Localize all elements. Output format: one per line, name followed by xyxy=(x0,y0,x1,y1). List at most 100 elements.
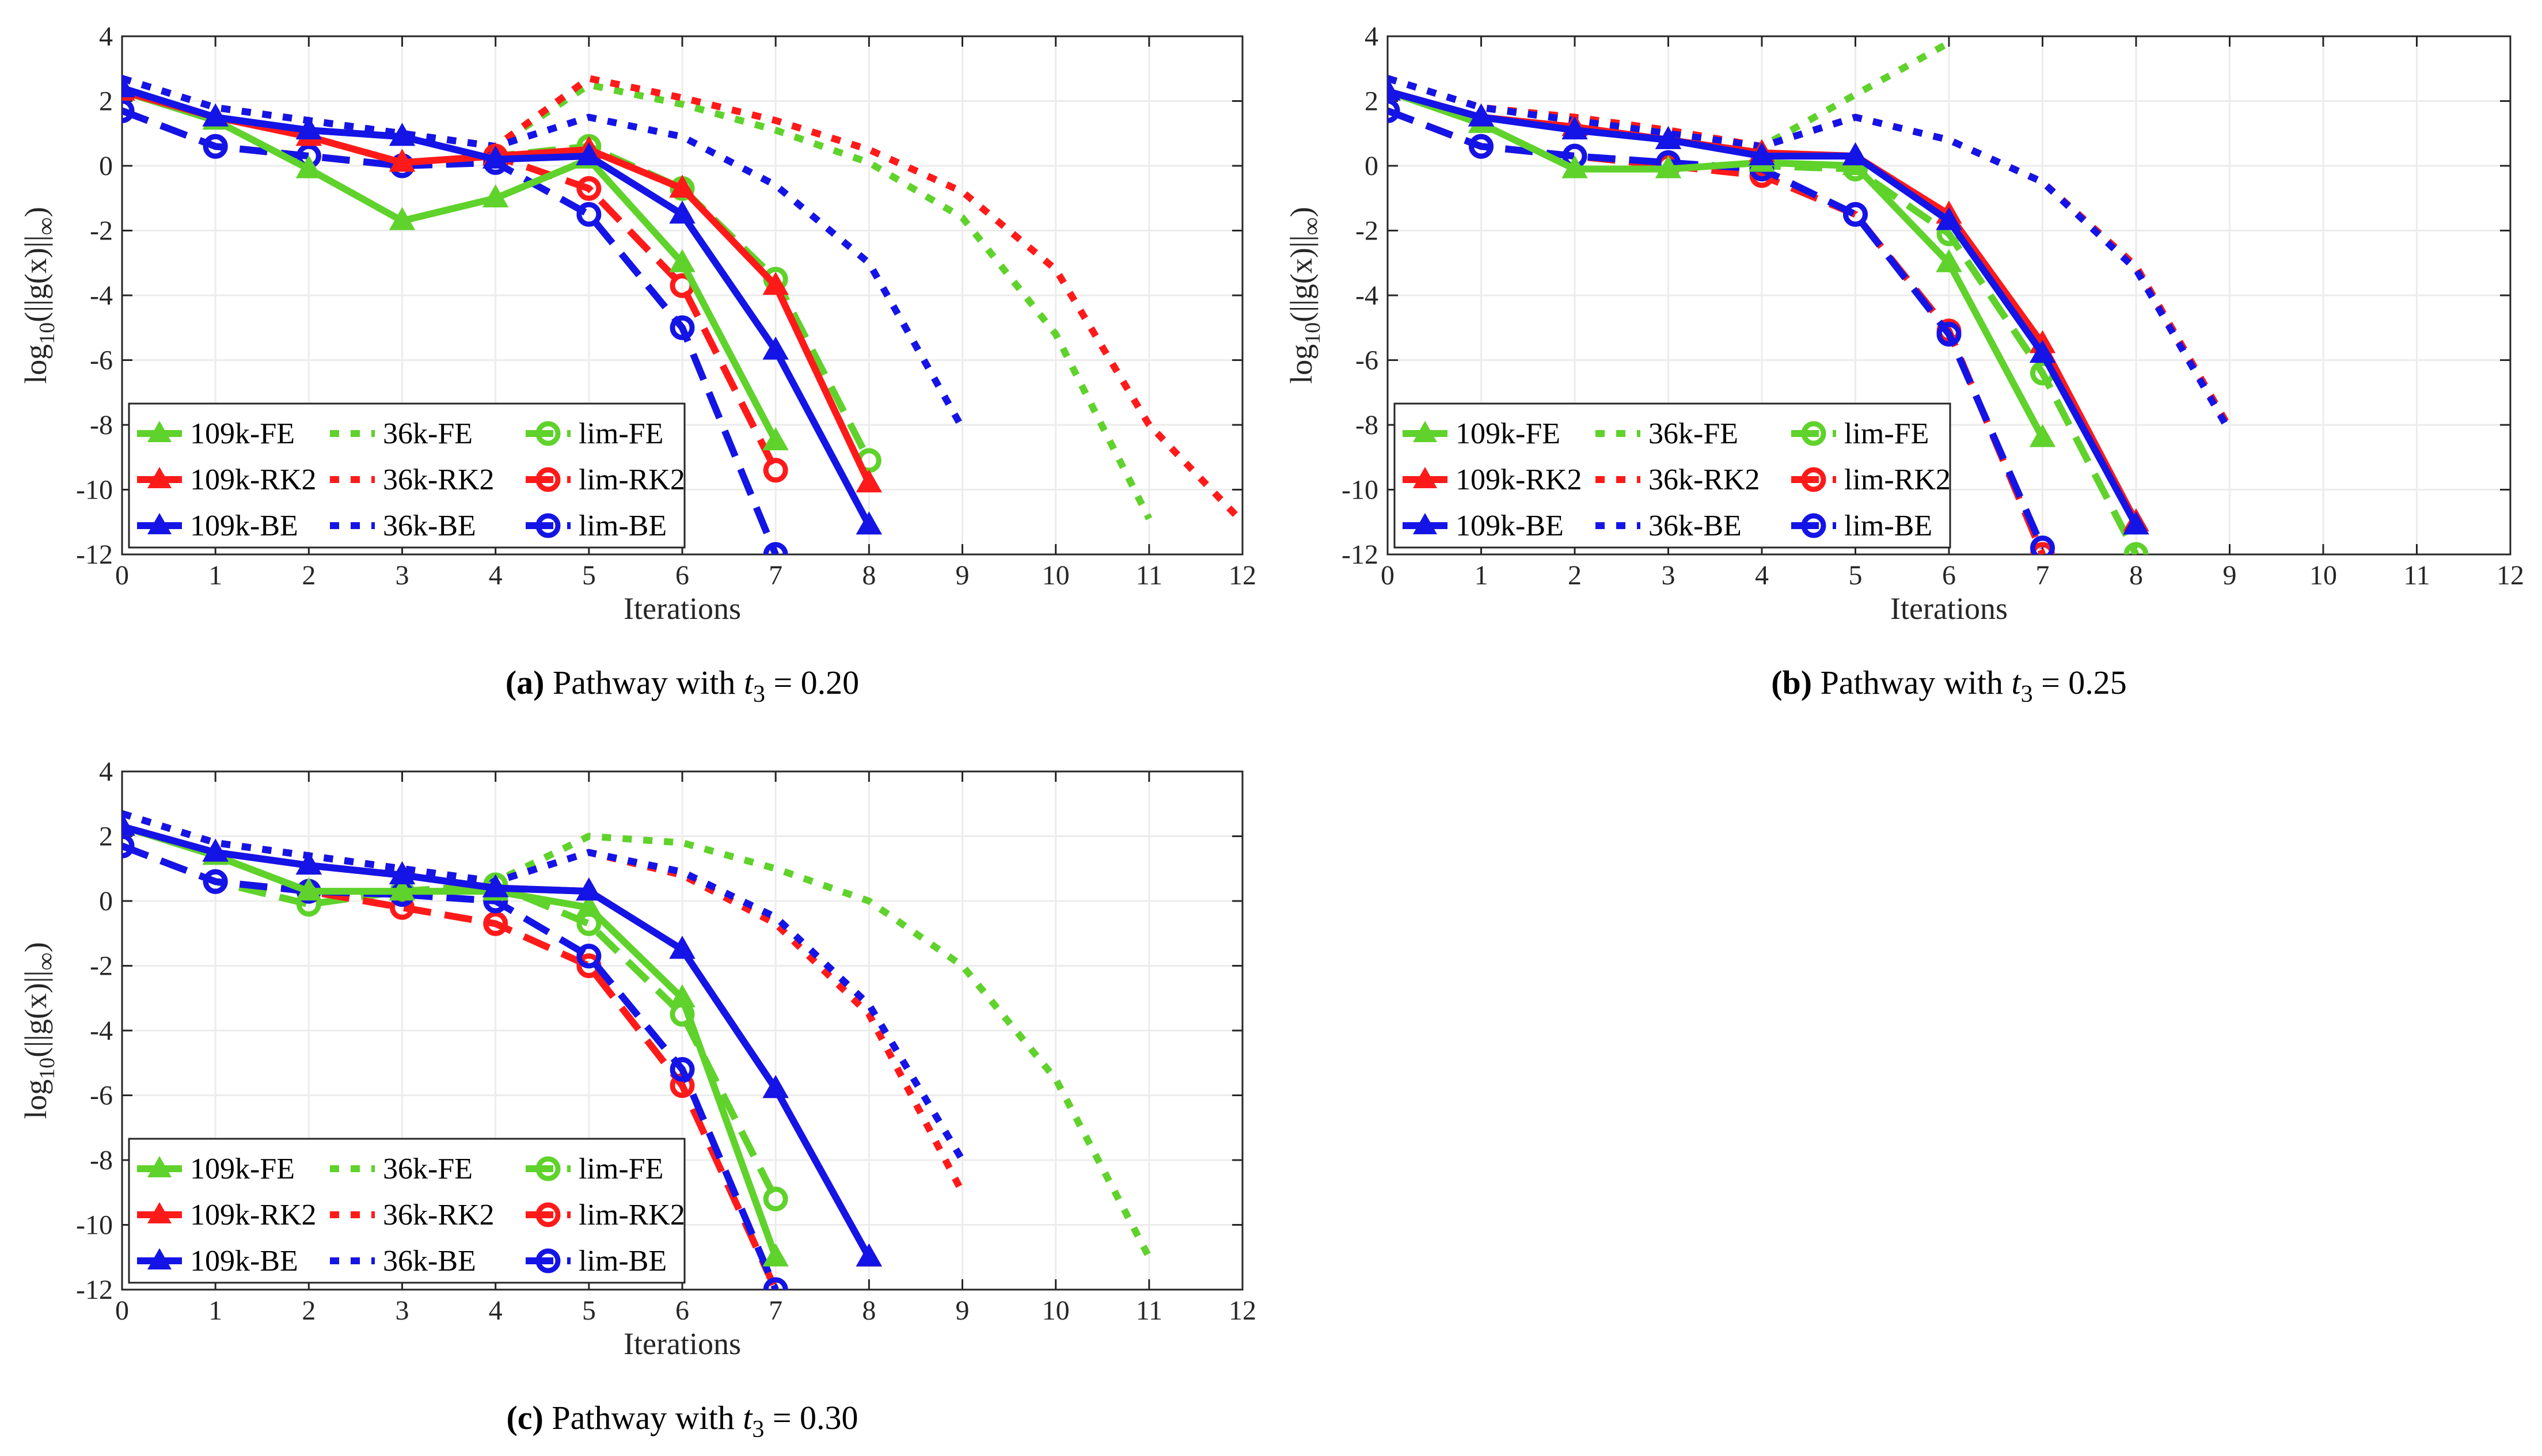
caption-subscript: 3 xyxy=(753,681,765,708)
legend-label-109k-RK2: 109k-RK2 xyxy=(1456,463,1582,496)
series-line-lim-RK2 xyxy=(122,842,779,1290)
legend-label-109k-RK2: 109k-RK2 xyxy=(190,463,317,496)
series-line-36k-BE xyxy=(122,75,966,430)
y-tick-label: 4 xyxy=(1365,21,1378,52)
caption-subscript: 3 xyxy=(2021,681,2033,708)
x-axis-label: Iterations xyxy=(624,1326,741,1361)
x-tick-label: 0 xyxy=(115,560,129,591)
plot-area xyxy=(122,74,1242,554)
y-axis-label-sub2: ∞ xyxy=(32,217,60,235)
y-tick-label: -2 xyxy=(90,216,113,246)
caption-label: (a) xyxy=(506,664,545,701)
circle-marker-lim-BE xyxy=(576,202,602,227)
plot-area xyxy=(1388,40,2233,554)
x-tick-label: 2 xyxy=(302,1295,316,1326)
triangle-marker-109k-FE xyxy=(389,207,416,230)
triangle-marker-109k-FE xyxy=(295,155,322,178)
x-tick-label: 3 xyxy=(396,560,409,591)
circle-marker-lim-BE xyxy=(2030,535,2055,554)
x-tick-label: 11 xyxy=(2403,560,2430,591)
legend-label-109k-RK2: 109k-RK2 xyxy=(190,1199,317,1231)
circle-marker-lim-FE xyxy=(2123,542,2149,554)
x-tick-label: 7 xyxy=(769,1295,782,1326)
x-tick-label: 8 xyxy=(862,560,876,591)
y-tick-label: -6 xyxy=(90,1081,113,1111)
circle-marker-lim-RK2 xyxy=(763,458,788,483)
legend-triangle-marker xyxy=(1413,513,1437,534)
triangle-marker-109k-BE xyxy=(2123,511,2149,535)
y-axis-label-main: log xyxy=(18,1079,53,1119)
series-line-36k-FE xyxy=(122,75,1153,520)
triangle-marker-109k-BE xyxy=(1468,103,1495,127)
triangle-marker-109k-BE xyxy=(1842,142,1869,166)
series-line-lim-RK2 xyxy=(1388,107,2046,554)
x-tick-label: 1 xyxy=(208,1295,222,1326)
legend-label-36k-FE: 36k-FE xyxy=(1648,417,1738,450)
x-tick-label: 2 xyxy=(1568,560,1582,591)
series-line-lim-BE xyxy=(122,842,779,1290)
circle-marker-lim-RK2 xyxy=(483,911,508,936)
caption-label: (b) xyxy=(1771,664,1812,701)
circle-marker-lim-BE xyxy=(763,542,788,554)
triangle-marker-109k-FE xyxy=(762,1243,789,1267)
y-tick-label: 2 xyxy=(1365,86,1378,117)
triangle-marker-109k-FE xyxy=(482,184,509,208)
circle-marker-lim-BE xyxy=(576,944,602,969)
series-line-36k-BE xyxy=(1388,75,2233,434)
y-tick-label: -8 xyxy=(90,410,113,440)
legend-box xyxy=(128,402,686,549)
x-tick-label: 12 xyxy=(2497,560,2524,591)
y-tick-label: 4 xyxy=(99,21,113,52)
circle-marker-lim-BE xyxy=(1388,98,1400,123)
triangle-marker-109k-BE xyxy=(202,103,229,127)
y-axis-label-rest: (||g(x)|| xyxy=(18,971,53,1058)
x-tick-label: 10 xyxy=(1042,560,1070,591)
legend-box xyxy=(128,1138,686,1284)
legend-circle-marker xyxy=(1801,513,1826,538)
legend-label-36k-BE: 36k-BE xyxy=(383,1245,476,1278)
y-axis-label-close: ) xyxy=(18,207,53,217)
legend-label-36k-RK2: 36k-RK2 xyxy=(383,1199,495,1231)
triangle-marker-109k-FE xyxy=(389,877,416,901)
y-tick-label: -12 xyxy=(76,539,113,570)
plot-area xyxy=(122,810,1153,1290)
series-line-36k-RK2 xyxy=(1388,75,2233,430)
circle-marker-lim-RK2 xyxy=(576,176,602,201)
triangle-marker-109k-BE xyxy=(1655,126,1682,149)
y-axis-label-rest: (||g(x)|| xyxy=(1284,235,1319,322)
triangle-marker-109k-BE xyxy=(482,145,509,169)
legend-label-lim-RK2: lim-RK2 xyxy=(579,1199,685,1231)
triangle-marker-109k-BE xyxy=(1749,142,1775,166)
y-tick-label: 0 xyxy=(99,886,113,917)
circle-marker-lim-BE xyxy=(1936,322,1962,347)
y-axis-label-sub: 10 xyxy=(1301,322,1325,344)
caption-text: Pathway with xyxy=(544,664,743,701)
caption-variable: t xyxy=(743,1399,753,1436)
caption-subscript: 3 xyxy=(752,1416,764,1443)
y-tick-label: -8 xyxy=(90,1145,113,1176)
legend-circle-marker xyxy=(535,513,561,538)
legend-circle-marker xyxy=(535,467,561,492)
y-axis-label: log10(||g(x)||∞) xyxy=(1284,207,1325,384)
x-tick-label: 5 xyxy=(1849,560,1863,591)
triangle-marker-109k-BE xyxy=(576,877,602,901)
triangle-marker-109k-BE xyxy=(762,336,789,360)
y-axis-label-sub: 10 xyxy=(35,1058,59,1079)
legend-circle-marker xyxy=(535,421,561,446)
triangle-marker-109k-BE xyxy=(389,123,416,146)
legend-triangle-marker xyxy=(147,467,172,488)
x-tick-label: 7 xyxy=(2036,560,2050,591)
caption-text: Pathway with xyxy=(1812,664,2011,701)
triangle-marker-109k-FE xyxy=(295,877,322,901)
legend-triangle-marker xyxy=(1413,467,1437,488)
legend-box xyxy=(1393,402,1951,549)
y-tick-label: -2 xyxy=(1355,216,1378,246)
triangle-marker-109k-BE xyxy=(856,1243,883,1267)
x-tick-label: 0 xyxy=(115,1295,129,1326)
y-tick-label: 0 xyxy=(99,151,113,181)
triangle-marker-109k-BE xyxy=(762,1075,789,1098)
triangle-marker-109k-BE xyxy=(1936,207,1962,230)
x-tick-label: 9 xyxy=(2223,560,2237,591)
circle-marker-lim-BE xyxy=(203,134,228,159)
